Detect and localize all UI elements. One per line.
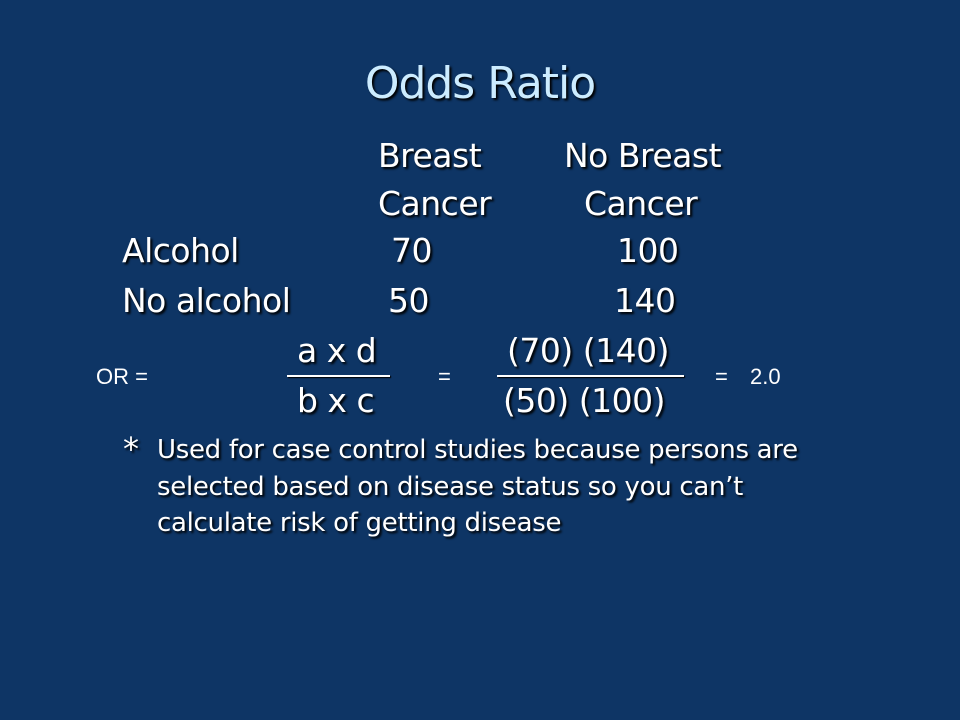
or-label: OR = [96,364,148,389]
col2-header-line2: Cancer [584,184,698,223]
equals-sign-1: = [438,364,451,389]
note-bullet: * [123,430,139,468]
cell-alcohol-cancer: 70 [391,231,433,270]
row-label-no-alcohol: No alcohol [122,281,291,320]
cell-alcohol-no-cancer: 100 [617,231,679,270]
fraction-bar-values [497,375,684,377]
col1-header-line1: Breast [378,136,482,175]
col1-header-line2: Cancer [378,184,492,223]
formula-numerator-values: (70) (140) [507,331,669,370]
fraction-bar-symbolic [287,375,390,377]
note-line-1: Used for case control studies because pe… [157,435,798,465]
odds-ratio-result: 2.0 [750,364,781,389]
row-label-alcohol: Alcohol [122,231,239,270]
formula-numerator-symbolic: a x d [297,331,377,370]
formula-denominator-symbolic: b x c [297,381,375,420]
formula-denominator-values: (50) (100) [503,381,665,420]
note-line-2: selected based on disease status so you … [157,472,743,502]
col2-header-line1: No Breast [564,136,722,175]
equals-sign-2: = [715,364,728,389]
cell-no-alcohol-no-cancer: 140 [614,281,676,320]
cell-no-alcohol-cancer: 50 [388,281,430,320]
slide-title: Odds Ratio [364,58,596,109]
note-line-3: calculate risk of getting disease [157,508,562,538]
